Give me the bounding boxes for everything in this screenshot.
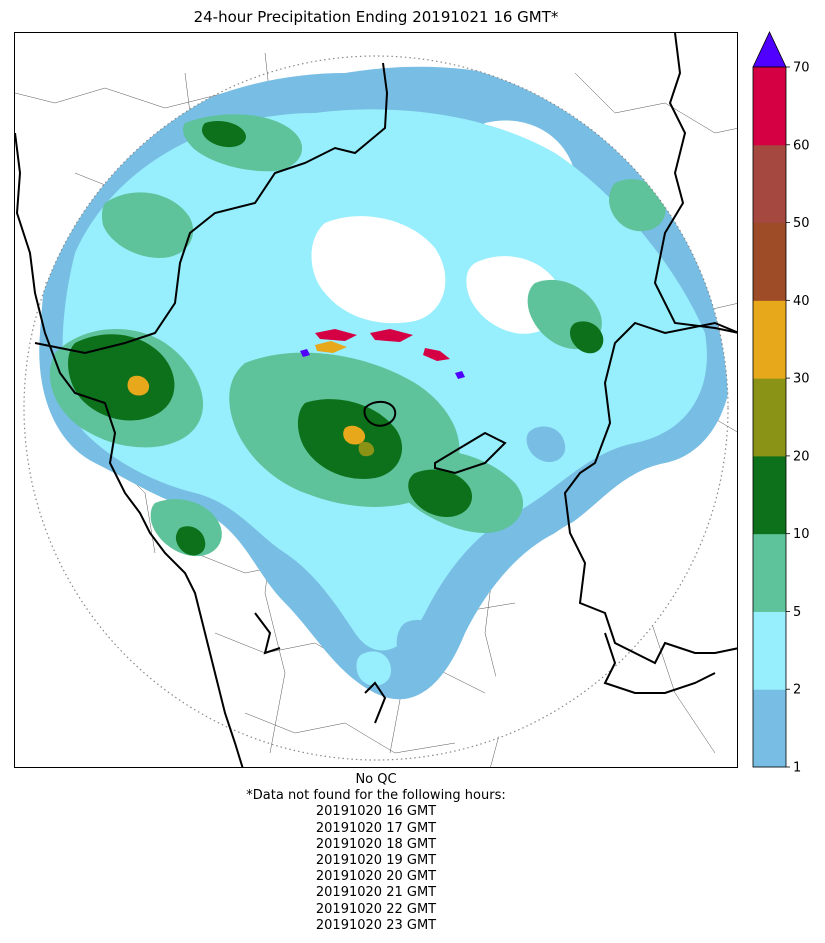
missing-data-note: *Data not found for the following hours: — [246, 788, 506, 804]
missing-hour: 20191020 18 GMT — [315, 836, 437, 852]
colorbar: 1 2 5 10 20 30 40 50 60 70 — [738, 28, 825, 780]
colorbar-tick-label: 40 — [793, 294, 810, 309]
colorbar-tick-label: 1 — [793, 761, 801, 776]
radar-range-ring — [23, 55, 729, 761]
colorbar-tick-label: 5 — [793, 605, 801, 620]
map-canvas — [15, 33, 737, 767]
colorbar-tick-label: 2 — [793, 683, 801, 698]
colorbar-segment — [753, 144, 786, 224]
missing-hour: 20191020 20 GMT — [315, 869, 437, 885]
colorbar-segment — [753, 378, 786, 457]
colorbar-canvas: 1 2 5 10 20 30 40 50 60 70 — [752, 31, 810, 776]
colorbar-segment — [753, 222, 786, 301]
colorbar-outline — [752, 66, 787, 768]
precipitation-map — [14, 32, 738, 768]
colorbar-segment — [753, 455, 786, 535]
colorbar-ticks: 1 2 5 10 20 30 40 50 60 70 — [786, 61, 810, 776]
missing-hour: 20191020 22 GMT — [315, 901, 437, 917]
colorbar-segment — [753, 300, 786, 379]
missing-hour: 20191020 21 GMT — [315, 885, 437, 901]
colorbar-tick-label: 30 — [793, 372, 810, 387]
colorbar-segment — [753, 611, 786, 690]
colorbar-tick-label: 70 — [793, 61, 810, 76]
colorbar-tick-label: 10 — [793, 527, 810, 542]
colorbar-segment — [753, 689, 786, 768]
colorbar-segments — [752, 31, 787, 768]
colorbar-tick-label: 20 — [793, 449, 810, 464]
colorbar-extend-arrow — [752, 31, 787, 68]
colorbar-segment — [753, 533, 786, 612]
precipitation-field — [39, 66, 728, 760]
colorbar-tick-label: 50 — [793, 216, 810, 231]
map-footer: No QC *Data not found for the following … — [14, 772, 738, 934]
qc-status: No QC — [355, 772, 397, 787]
map-title: 24-hour Precipitation Ending 20191021 16… — [193, 8, 559, 26]
missing-hour: 20191020 23 GMT — [315, 917, 437, 933]
colorbar-tick-label: 60 — [793, 138, 810, 153]
missing-hour: 20191020 16 GMT — [315, 804, 437, 820]
colorbar-segment — [753, 67, 786, 146]
state-boundaries — [15, 33, 737, 767]
missing-hour: 20191020 17 GMT — [315, 820, 437, 836]
missing-hour: 20191020 19 GMT — [315, 853, 437, 869]
